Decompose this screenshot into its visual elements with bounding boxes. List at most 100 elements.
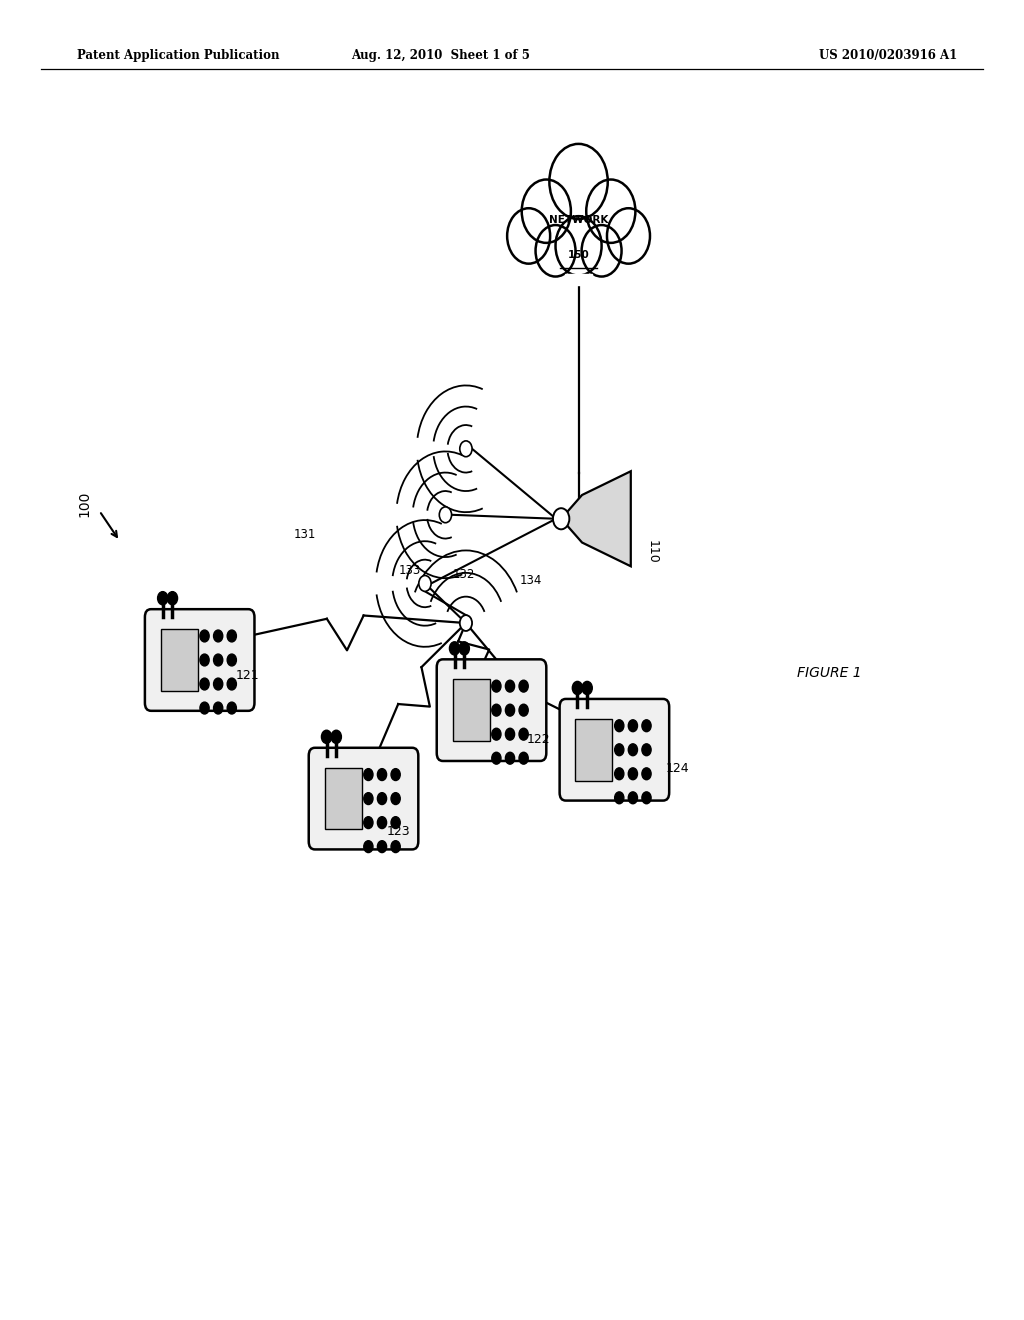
Circle shape	[566, 226, 597, 265]
Circle shape	[572, 202, 603, 242]
Circle shape	[506, 752, 515, 764]
Circle shape	[568, 238, 599, 277]
Circle shape	[552, 209, 583, 248]
Circle shape	[563, 211, 594, 251]
Circle shape	[629, 719, 638, 731]
Bar	[575, 719, 612, 780]
FancyBboxPatch shape	[559, 700, 670, 800]
Circle shape	[563, 211, 594, 251]
Circle shape	[542, 207, 572, 247]
Circle shape	[566, 197, 597, 236]
Circle shape	[450, 642, 460, 655]
Text: 100: 100	[77, 491, 91, 517]
Circle shape	[585, 211, 615, 251]
Circle shape	[542, 215, 572, 255]
Circle shape	[214, 678, 223, 690]
Circle shape	[561, 183, 592, 223]
Circle shape	[519, 729, 528, 741]
Text: 150: 150	[567, 249, 590, 260]
Circle shape	[227, 702, 237, 714]
Circle shape	[563, 211, 594, 251]
Circle shape	[642, 743, 651, 755]
Bar	[453, 680, 489, 741]
Text: 124: 124	[666, 762, 689, 775]
Circle shape	[507, 209, 550, 264]
Text: 132: 132	[453, 568, 475, 581]
Circle shape	[558, 224, 589, 264]
Circle shape	[391, 817, 400, 829]
Circle shape	[492, 704, 501, 715]
Circle shape	[563, 211, 594, 251]
Circle shape	[200, 630, 209, 642]
Circle shape	[563, 211, 594, 251]
Circle shape	[553, 508, 569, 529]
Circle shape	[582, 681, 592, 694]
Circle shape	[563, 211, 594, 251]
Circle shape	[545, 198, 575, 238]
Circle shape	[555, 222, 586, 261]
Circle shape	[378, 841, 387, 853]
Circle shape	[555, 216, 601, 276]
Text: Patent Application Publication: Patent Application Publication	[77, 49, 280, 62]
Bar	[325, 768, 361, 829]
Text: US 2010/0203916 A1: US 2010/0203916 A1	[819, 49, 957, 62]
Circle shape	[586, 180, 635, 243]
Circle shape	[607, 209, 650, 264]
Circle shape	[563, 211, 594, 251]
Circle shape	[391, 768, 400, 780]
Circle shape	[459, 642, 469, 655]
Text: 110: 110	[646, 540, 659, 564]
Text: NETWORK: NETWORK	[549, 215, 608, 226]
Circle shape	[569, 223, 600, 263]
Circle shape	[558, 198, 589, 238]
Circle shape	[563, 211, 594, 251]
Circle shape	[563, 211, 594, 251]
Circle shape	[549, 144, 607, 219]
Circle shape	[227, 653, 237, 667]
Circle shape	[574, 235, 605, 275]
Circle shape	[572, 681, 583, 694]
Circle shape	[614, 743, 624, 755]
Circle shape	[214, 653, 223, 667]
Circle shape	[378, 817, 387, 829]
Circle shape	[460, 441, 472, 457]
Circle shape	[614, 792, 624, 804]
Circle shape	[642, 792, 651, 804]
Circle shape	[227, 678, 237, 690]
Circle shape	[364, 768, 373, 780]
Circle shape	[585, 211, 615, 251]
Circle shape	[563, 211, 594, 251]
Circle shape	[563, 211, 594, 251]
Circle shape	[492, 680, 501, 692]
Circle shape	[629, 792, 638, 804]
Circle shape	[200, 678, 209, 690]
FancyBboxPatch shape	[145, 610, 254, 710]
FancyBboxPatch shape	[436, 660, 547, 760]
Circle shape	[553, 218, 584, 257]
Circle shape	[581, 228, 611, 268]
Circle shape	[200, 702, 209, 714]
Circle shape	[227, 630, 237, 642]
Circle shape	[563, 211, 594, 251]
Circle shape	[200, 653, 209, 667]
Circle shape	[569, 199, 600, 239]
Text: 133: 133	[398, 564, 421, 577]
FancyBboxPatch shape	[309, 747, 418, 850]
Circle shape	[553, 205, 584, 244]
Circle shape	[439, 507, 452, 523]
Circle shape	[642, 768, 651, 780]
Circle shape	[563, 211, 594, 251]
Circle shape	[214, 630, 223, 642]
Circle shape	[574, 187, 605, 227]
Text: 122: 122	[526, 733, 550, 746]
Circle shape	[391, 792, 400, 805]
Circle shape	[378, 792, 387, 805]
Circle shape	[574, 211, 605, 251]
Circle shape	[555, 201, 586, 240]
Circle shape	[555, 236, 586, 276]
Circle shape	[614, 768, 624, 780]
Circle shape	[419, 576, 431, 591]
Circle shape	[521, 180, 571, 243]
Circle shape	[568, 185, 599, 224]
Circle shape	[561, 239, 592, 279]
